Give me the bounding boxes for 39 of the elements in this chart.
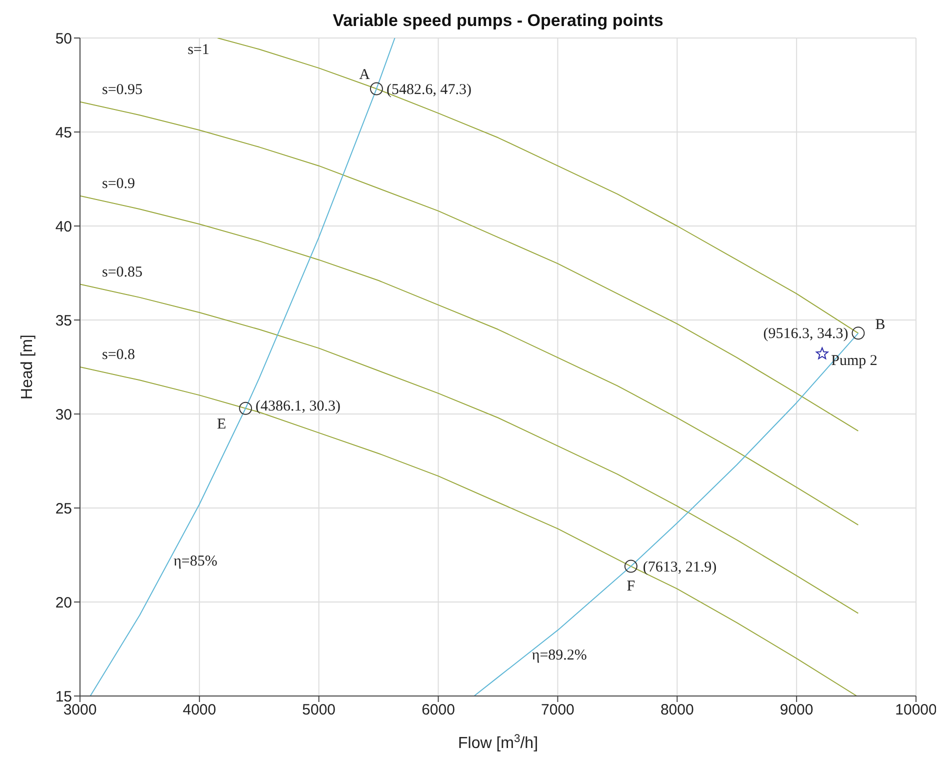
- y-tick-label: 50: [55, 30, 72, 48]
- annotation: (5482.6, 47.3): [386, 82, 472, 98]
- series-label: s=0.85: [102, 264, 143, 280]
- series-label: s=0.9: [102, 176, 136, 192]
- x-tick-label: 4000: [182, 702, 216, 719]
- annotation: E: [216, 416, 226, 432]
- y-tick-label: 25: [55, 500, 72, 518]
- x-axis-title: Flow [m$^{3}$/h]: [458, 733, 538, 752]
- chart-title: Variable speed pumps - Operating points: [332, 11, 664, 30]
- annotation: (7613, 21.9): [642, 559, 717, 576]
- annotation: (4386.1, 30.3): [256, 398, 341, 414]
- series-label: s=0.8: [102, 347, 136, 363]
- line-series: [80, 366, 858, 696]
- x-tick-label: 8000: [660, 702, 694, 719]
- series-label: η=85%: [174, 554, 218, 570]
- y-tick-label: 30: [55, 406, 72, 424]
- series-label: η=89.2%: [532, 648, 587, 664]
- x-tick-label: 9000: [780, 702, 814, 719]
- series-label: s=1: [188, 42, 210, 58]
- x-tick-label: 10000: [895, 702, 937, 719]
- annotation: (9516.3, 34.3): [763, 326, 848, 342]
- point: [852, 326, 865, 340]
- series-label: s=0.95: [102, 82, 143, 98]
- point: [816, 347, 828, 360]
- y-tick-label: 35: [55, 312, 72, 330]
- point: [624, 560, 638, 573]
- annotation: F: [626, 578, 636, 594]
- y-tick-label: 45: [55, 124, 72, 142]
- y-axis-title: Head [m]: [19, 334, 36, 400]
- point: [239, 402, 252, 415]
- series-label: Pump 2: [831, 352, 878, 369]
- x-tick-label: 5000: [302, 702, 336, 719]
- annotation: A: [359, 66, 370, 83]
- annotation: B: [875, 317, 886, 334]
- y-tick-label: 40: [55, 218, 72, 236]
- x-tick-label: 6000: [422, 702, 455, 719]
- point: [370, 82, 383, 96]
- x-tick-label: 7000: [541, 702, 574, 719]
- y-tick-label: 20: [55, 594, 72, 612]
